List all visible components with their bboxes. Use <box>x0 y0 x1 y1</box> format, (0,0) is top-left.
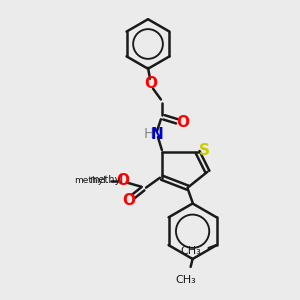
Text: CH₃: CH₃ <box>175 275 196 285</box>
Text: S: S <box>199 142 210 158</box>
Text: methyl: methyl <box>74 176 105 185</box>
Text: O: O <box>123 193 136 208</box>
Text: O: O <box>116 173 129 188</box>
Text: methyl: methyl <box>89 175 124 185</box>
Text: H: H <box>144 127 154 141</box>
Text: N: N <box>151 127 163 142</box>
Text: O: O <box>145 76 158 91</box>
Text: O: O <box>176 115 189 130</box>
Text: CH₃: CH₃ <box>180 246 201 256</box>
